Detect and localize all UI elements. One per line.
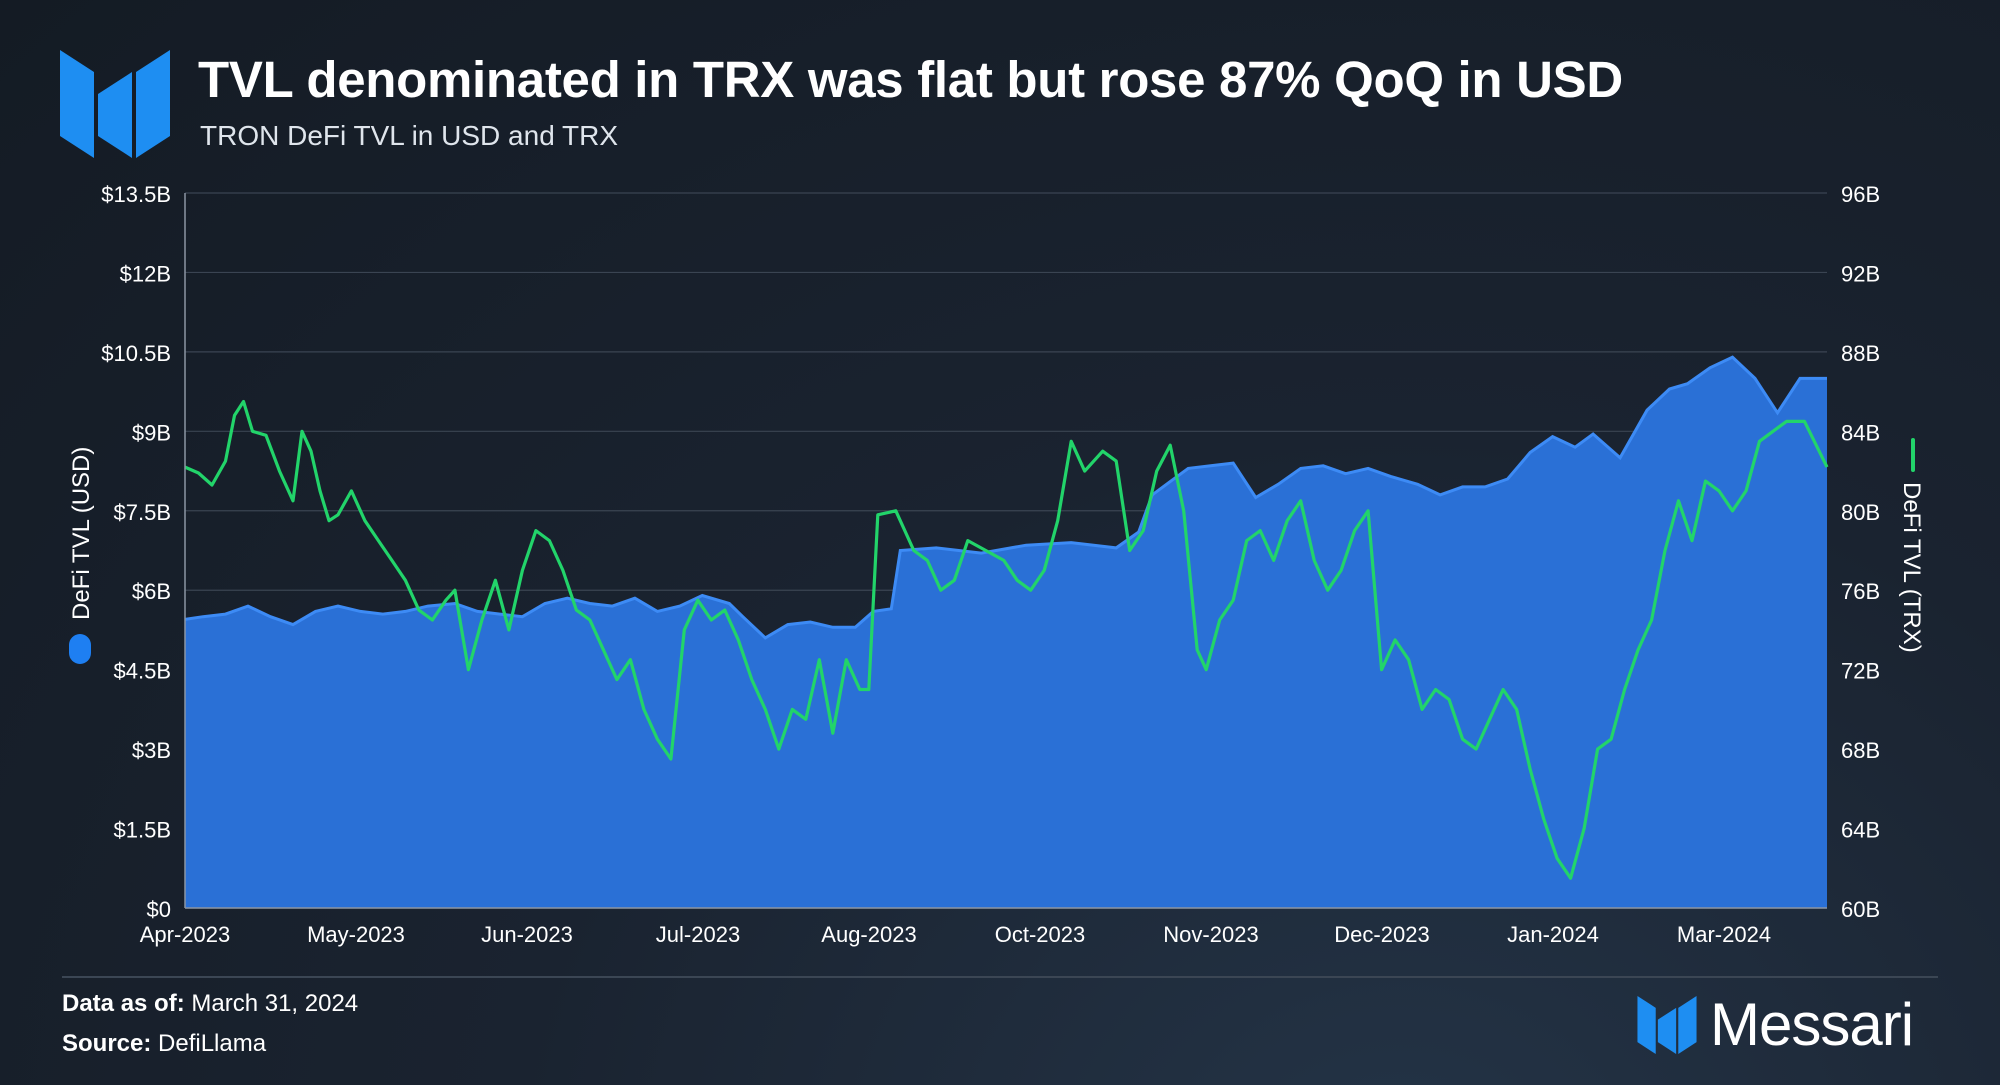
x-tick-label: Mar-2024 [1677, 922, 1771, 947]
messari-brand-icon [1637, 996, 1697, 1054]
brand-name: Messari [1710, 991, 1914, 1058]
left-tick-label: $4.5B [114, 659, 172, 684]
x-tick-label: Apr-2023 [140, 922, 231, 947]
right-tick-label: 64B [1841, 818, 1880, 843]
right-tick-label: 76B [1841, 579, 1880, 604]
left-axis-ticks: $0 $1.5B $3B $4.5B $6B $7.5B $9B $10.5B $12B $13.… [101, 182, 171, 922]
messari-brand: Messari [1636, 991, 1914, 1058]
usd-tvl-line [184, 355, 1827, 640]
x-axis-ticks: Apr-2023 May-2023 Jun-2023 Jul-2023 Aug-2023… [140, 922, 1771, 947]
right-tick-label: 72B [1841, 659, 1880, 684]
data-source: Source: DefiLlama [62, 1030, 266, 1058]
right-tick-label: 92B [1841, 261, 1880, 286]
x-tick-label: Jul-2023 [656, 922, 740, 947]
left-tick-label: $10.5B [101, 341, 171, 366]
right-tick-label: 96B [1841, 182, 1880, 207]
right-tick-label: 88B [1841, 341, 1880, 366]
left-tick-label: $12B [120, 261, 171, 286]
left-axis-title: DeFi TVL (USD) [68, 447, 95, 664]
footer-divider [62, 976, 1938, 978]
x-tick-label: Dec-2023 [1334, 922, 1429, 947]
right-tick-label: 84B [1841, 420, 1880, 445]
left-tick-label: $3B [132, 738, 171, 763]
left-tick-label: $7.5B [114, 500, 172, 525]
left-tick-label: $0 [147, 897, 171, 922]
right-tick-label: 68B [1841, 738, 1880, 763]
right-axis-label: DeFi TVL (TRX) [1898, 482, 1925, 653]
right-tick-label: 80B [1841, 500, 1880, 525]
source-label: Source: [62, 1030, 152, 1057]
chart-subtitle: TRON DeFi TVL in USD and TRX [200, 120, 619, 151]
x-tick-label: Jun-2023 [481, 922, 573, 947]
right-axis-title: DeFi TVL (TRX) [1898, 438, 1925, 653]
tvl-chart: $0 $1.5B $3B $4.5B $6B $7.5B $9B $10.5B $12B $13.… [68, 182, 1925, 947]
trx-tvl-line [184, 399, 1829, 880]
data-as-of: Data as of: March 31, 2024 [62, 990, 358, 1018]
left-legend-swatch [69, 634, 91, 664]
left-tick-label: $9B [132, 420, 171, 445]
data-as-of-value: March 31, 2024 [191, 990, 359, 1017]
messari-logo-icon [60, 50, 170, 158]
x-tick-label: Oct-2023 [995, 922, 1086, 947]
right-axis-ticks: 60B 64B 68B 72B 76B 80B 84B 88B 92B 96B [1841, 182, 1880, 922]
x-tick-label: Jan-2024 [1507, 922, 1599, 947]
data-as-of-label: Data as of: [62, 990, 185, 1017]
x-tick-label: May-2023 [307, 922, 405, 947]
x-tick-label: Nov-2023 [1163, 922, 1258, 947]
left-axis-label: DeFi TVL (USD) [68, 447, 95, 620]
left-tick-label: $13.5B [101, 182, 171, 207]
chart-title: TVL denominated in TRX was flat but rose… [198, 51, 1623, 108]
left-tick-label: $1.5B [114, 818, 172, 843]
left-tick-label: $6B [132, 579, 171, 604]
x-tick-label: Aug-2023 [821, 922, 916, 947]
usd-tvl-area [185, 357, 1827, 908]
right-tick-label: 60B [1841, 897, 1880, 922]
source-value: DefiLlama [158, 1030, 267, 1057]
